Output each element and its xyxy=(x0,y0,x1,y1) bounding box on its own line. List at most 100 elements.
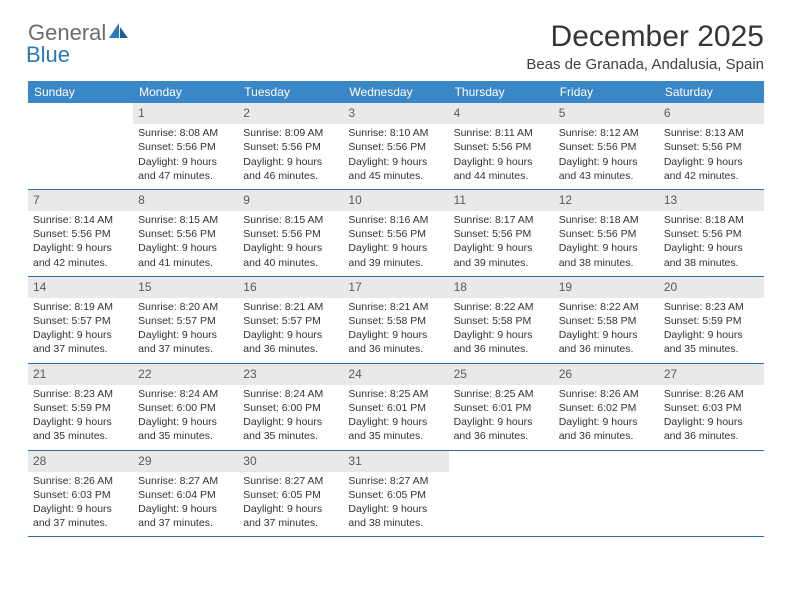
daylight-text: Daylight: 9 hours and 43 minutes. xyxy=(559,155,654,183)
sunset-text: Sunset: 5:59 PM xyxy=(33,401,128,415)
daylight-text: Daylight: 9 hours and 42 minutes. xyxy=(33,241,128,269)
sunrise-text: Sunrise: 8:09 AM xyxy=(243,126,338,140)
day-number: 28 xyxy=(33,453,128,469)
calendar-row: 21Sunrise: 8:23 AMSunset: 5:59 PMDayligh… xyxy=(28,363,764,450)
sunset-text: Sunset: 5:56 PM xyxy=(243,140,338,154)
calendar-cell: 4Sunrise: 8:11 AMSunset: 5:56 PMDaylight… xyxy=(449,103,554,189)
day-number: 8 xyxy=(138,192,233,208)
sunset-text: Sunset: 5:59 PM xyxy=(664,314,759,328)
sunset-text: Sunset: 5:58 PM xyxy=(454,314,549,328)
day-number: 26 xyxy=(559,366,654,382)
sunset-text: Sunset: 5:56 PM xyxy=(454,227,549,241)
sunrise-text: Sunrise: 8:21 AM xyxy=(243,300,338,314)
logo-text-blue: Blue xyxy=(26,42,70,67)
day-number: 31 xyxy=(348,453,443,469)
sunrise-text: Sunrise: 8:25 AM xyxy=(454,387,549,401)
daylight-text: Daylight: 9 hours and 36 minutes. xyxy=(559,328,654,356)
day-number: 1 xyxy=(138,105,233,121)
sunrise-text: Sunrise: 8:22 AM xyxy=(454,300,549,314)
calendar-cell: 30Sunrise: 8:27 AMSunset: 6:05 PMDayligh… xyxy=(238,450,343,537)
sunrise-text: Sunrise: 8:10 AM xyxy=(348,126,443,140)
sunset-text: Sunset: 6:05 PM xyxy=(243,488,338,502)
calendar-cell: 31Sunrise: 8:27 AMSunset: 6:05 PMDayligh… xyxy=(343,450,448,537)
header: General December 2025 Beas de Granada, A… xyxy=(28,20,764,73)
sunset-text: Sunset: 6:01 PM xyxy=(348,401,443,415)
daylight-text: Daylight: 9 hours and 38 minutes. xyxy=(664,241,759,269)
calendar-cell: 15Sunrise: 8:20 AMSunset: 5:57 PMDayligh… xyxy=(133,276,238,363)
calendar-cell: 2Sunrise: 8:09 AMSunset: 5:56 PMDaylight… xyxy=(238,103,343,189)
sunset-text: Sunset: 6:00 PM xyxy=(138,401,233,415)
day-number: 12 xyxy=(559,192,654,208)
weekday-header: Tuesday xyxy=(238,81,343,103)
sunrise-text: Sunrise: 8:15 AM xyxy=(243,213,338,227)
calendar-cell xyxy=(28,103,133,189)
day-number: 15 xyxy=(138,279,233,295)
weekday-header: Friday xyxy=(554,81,659,103)
sunset-text: Sunset: 5:56 PM xyxy=(243,227,338,241)
daylight-text: Daylight: 9 hours and 39 minutes. xyxy=(348,241,443,269)
daylight-text: Daylight: 9 hours and 40 minutes. xyxy=(243,241,338,269)
sunrise-text: Sunrise: 8:27 AM xyxy=(138,474,233,488)
calendar-cell: 16Sunrise: 8:21 AMSunset: 5:57 PMDayligh… xyxy=(238,276,343,363)
calendar-cell: 22Sunrise: 8:24 AMSunset: 6:00 PMDayligh… xyxy=(133,363,238,450)
sunrise-text: Sunrise: 8:22 AM xyxy=(559,300,654,314)
daylight-text: Daylight: 9 hours and 36 minutes. xyxy=(454,328,549,356)
day-number: 10 xyxy=(348,192,443,208)
daylight-text: Daylight: 9 hours and 36 minutes. xyxy=(559,415,654,443)
day-number: 21 xyxy=(33,366,128,382)
logo-sail-icon xyxy=(108,21,130,46)
sunset-text: Sunset: 6:03 PM xyxy=(33,488,128,502)
calendar-cell: 20Sunrise: 8:23 AMSunset: 5:59 PMDayligh… xyxy=(659,276,764,363)
calendar-cell: 11Sunrise: 8:17 AMSunset: 5:56 PMDayligh… xyxy=(449,189,554,276)
calendar-cell: 5Sunrise: 8:12 AMSunset: 5:56 PMDaylight… xyxy=(554,103,659,189)
sunrise-text: Sunrise: 8:18 AM xyxy=(559,213,654,227)
daylight-text: Daylight: 9 hours and 36 minutes. xyxy=(664,415,759,443)
sunrise-text: Sunrise: 8:14 AM xyxy=(33,213,128,227)
daylight-text: Daylight: 9 hours and 35 minutes. xyxy=(33,415,128,443)
calendar-cell: 1Sunrise: 8:08 AMSunset: 5:56 PMDaylight… xyxy=(133,103,238,189)
day-number: 7 xyxy=(33,192,128,208)
calendar-cell: 3Sunrise: 8:10 AMSunset: 5:56 PMDaylight… xyxy=(343,103,448,189)
calendar-cell: 26Sunrise: 8:26 AMSunset: 6:02 PMDayligh… xyxy=(554,363,659,450)
daylight-text: Daylight: 9 hours and 36 minutes. xyxy=(243,328,338,356)
sunrise-text: Sunrise: 8:15 AM xyxy=(138,213,233,227)
calendar-cell: 7Sunrise: 8:14 AMSunset: 5:56 PMDaylight… xyxy=(28,189,133,276)
sunset-text: Sunset: 5:56 PM xyxy=(559,227,654,241)
sunrise-text: Sunrise: 8:23 AM xyxy=(664,300,759,314)
sunset-text: Sunset: 5:56 PM xyxy=(348,140,443,154)
weekday-header-row: Sunday Monday Tuesday Wednesday Thursday… xyxy=(28,81,764,103)
sunset-text: Sunset: 5:57 PM xyxy=(243,314,338,328)
day-number: 20 xyxy=(664,279,759,295)
sunrise-text: Sunrise: 8:26 AM xyxy=(559,387,654,401)
sunrise-text: Sunrise: 8:25 AM xyxy=(348,387,443,401)
sunrise-text: Sunrise: 8:24 AM xyxy=(138,387,233,401)
daylight-text: Daylight: 9 hours and 42 minutes. xyxy=(664,155,759,183)
day-number: 30 xyxy=(243,453,338,469)
sunset-text: Sunset: 5:57 PM xyxy=(33,314,128,328)
day-number: 29 xyxy=(138,453,233,469)
calendar-cell: 23Sunrise: 8:24 AMSunset: 6:00 PMDayligh… xyxy=(238,363,343,450)
calendar-cell: 14Sunrise: 8:19 AMSunset: 5:57 PMDayligh… xyxy=(28,276,133,363)
daylight-text: Daylight: 9 hours and 35 minutes. xyxy=(243,415,338,443)
sunset-text: Sunset: 5:57 PM xyxy=(138,314,233,328)
location-text: Beas de Granada, Andalusia, Spain xyxy=(526,56,764,73)
day-number: 5 xyxy=(559,105,654,121)
sunset-text: Sunset: 6:01 PM xyxy=(454,401,549,415)
sunrise-text: Sunrise: 8:08 AM xyxy=(138,126,233,140)
page-title: December 2025 xyxy=(526,20,764,54)
sunset-text: Sunset: 6:03 PM xyxy=(664,401,759,415)
day-number: 6 xyxy=(664,105,759,121)
calendar-cell: 27Sunrise: 8:26 AMSunset: 6:03 PMDayligh… xyxy=(659,363,764,450)
day-number: 17 xyxy=(348,279,443,295)
sunrise-text: Sunrise: 8:12 AM xyxy=(559,126,654,140)
calendar-cell: 28Sunrise: 8:26 AMSunset: 6:03 PMDayligh… xyxy=(28,450,133,537)
sunrise-text: Sunrise: 8:18 AM xyxy=(664,213,759,227)
daylight-text: Daylight: 9 hours and 44 minutes. xyxy=(454,155,549,183)
sunset-text: Sunset: 5:56 PM xyxy=(664,227,759,241)
calendar-cell: 8Sunrise: 8:15 AMSunset: 5:56 PMDaylight… xyxy=(133,189,238,276)
daylight-text: Daylight: 9 hours and 47 minutes. xyxy=(138,155,233,183)
daylight-text: Daylight: 9 hours and 35 minutes. xyxy=(348,415,443,443)
sunrise-text: Sunrise: 8:21 AM xyxy=(348,300,443,314)
calendar-cell xyxy=(659,450,764,537)
daylight-text: Daylight: 9 hours and 45 minutes. xyxy=(348,155,443,183)
